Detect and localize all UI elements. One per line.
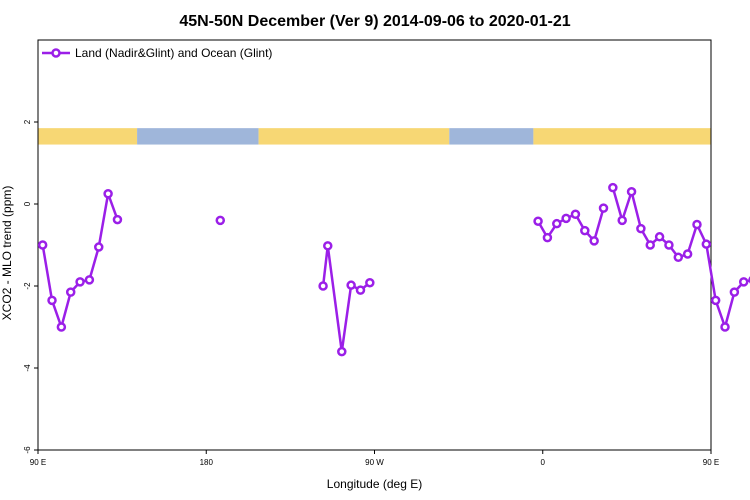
y-tick-label: -6: [23, 446, 32, 454]
data-point: [617, 215, 627, 226]
map-band-segment: [137, 128, 259, 145]
data-point: [215, 215, 226, 226]
data-point: [337, 346, 347, 357]
data-point: [692, 219, 702, 230]
y-tick-label: -2: [23, 282, 32, 290]
data-point: [580, 225, 590, 236]
data-point: [598, 203, 609, 213]
data-point: [112, 214, 123, 225]
map-band-segment: [533, 128, 711, 145]
data-point: [37, 240, 48, 250]
data-point: [323, 241, 333, 251]
data-point: [589, 236, 599, 246]
data-point: [673, 252, 684, 263]
map-band-segment: [449, 128, 534, 145]
y-tick-label: -4: [23, 364, 32, 372]
series-line: [321, 244, 371, 353]
data-point: [103, 189, 113, 199]
data-point: [47, 295, 57, 306]
land-ocean-map-band: [38, 128, 711, 145]
data-point: [56, 322, 67, 332]
series-line: [41, 192, 119, 329]
data-point: [84, 275, 95, 285]
data-point: [552, 218, 562, 229]
data-point: [608, 182, 618, 193]
data-point: [636, 223, 646, 234]
data-point: [365, 277, 375, 288]
data-point: [645, 240, 655, 250]
x-tick-label: 0: [541, 458, 546, 467]
data-point: [701, 239, 712, 249]
series-land-ocean: [37, 182, 750, 357]
legend: Land (Nadir&Glint) and Ocean (Glint): [42, 46, 272, 60]
data-point: [720, 322, 730, 332]
data-point: [682, 249, 693, 259]
y-axis: -6 -4 -2 0 2: [23, 119, 38, 454]
data-point: [664, 240, 674, 250]
map-band-segment: [38, 128, 138, 145]
legend-marker: [51, 48, 61, 58]
data-point: [75, 277, 85, 287]
plot-frame: [37, 39, 712, 451]
data-point: [346, 280, 356, 290]
data-point: [355, 285, 366, 295]
data-point: [318, 281, 328, 291]
data-point: [65, 287, 76, 297]
data-point: [626, 186, 637, 197]
data-point: [542, 232, 553, 243]
x-tick-label: 90 E: [30, 458, 46, 467]
y-axis-label: XCO2 - MLO trend (ppm): [0, 186, 14, 321]
data-point: [570, 209, 581, 219]
y-tick-label: 2: [23, 119, 32, 124]
x-axis-label: Longitude (deg E): [327, 477, 422, 491]
x-axis: 90 E 180 90 W 0 90 E: [30, 450, 719, 467]
x-tick-label: 90 W: [365, 458, 384, 467]
map-band-segment: [258, 128, 450, 145]
x-tick-label: 90 E: [703, 458, 719, 467]
y-tick-label: 0: [23, 201, 32, 206]
data-point: [729, 287, 740, 297]
data-point: [710, 295, 721, 306]
data-point: [561, 213, 571, 224]
x-tick-label: 180: [200, 458, 214, 467]
data-point: [94, 242, 104, 252]
chart-title: 45N-50N December (Ver 9) 2014-09-06 to 2…: [179, 13, 570, 30]
data-point: [738, 277, 749, 287]
legend-entry: Land (Nadir&Glint) and Ocean (Glint): [75, 46, 272, 60]
data-point: [533, 216, 543, 226]
data-point: [654, 232, 665, 242]
